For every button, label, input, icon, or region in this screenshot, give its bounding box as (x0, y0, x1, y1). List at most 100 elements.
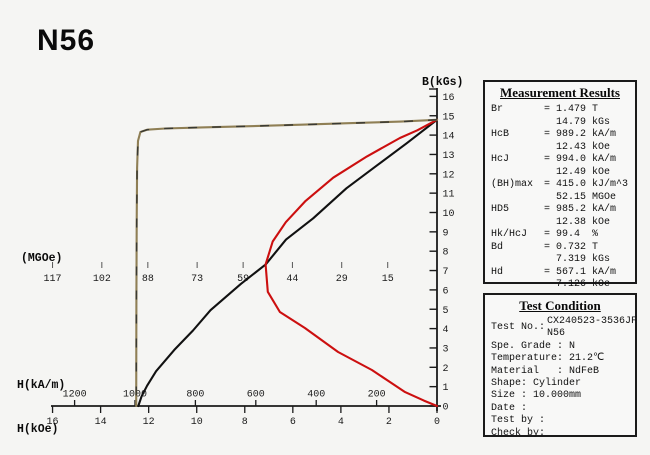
measurement-results-title: Measurement Results (500, 85, 620, 100)
measurement-value-secondary: 12.43 kOe (556, 141, 611, 153)
h-kam-tick-label: 200 (368, 390, 386, 401)
h-koe-tick-label: 16 (47, 417, 59, 428)
intrinsic-curve-dark-overlay (135, 119, 438, 407)
b-axis-tick-label: 10 (443, 209, 455, 220)
measurement-value-primary: = 989.2 kA/m (544, 129, 617, 140)
h-koe-axis-caption: H(kOe) (17, 423, 58, 436)
measurement-param-name: Br (491, 104, 504, 115)
h-koe-tick-label: 2 (386, 417, 392, 428)
h-kam-tick-label: 400 (307, 390, 325, 401)
measurement-param-values: = 0.732 T 7.319 kGs (544, 242, 631, 267)
measurement-results-rows: Br = 1.479 T 14.79 kGs HcB = 989.2 kA/m 12.43… (485, 103, 635, 292)
mgoe-axis-caption: (MGOe) (21, 252, 62, 265)
mgoe-tick-label: 73 (191, 274, 203, 285)
b-axis-tick-label: 8 (443, 248, 449, 259)
test-no-value: CX240523-3536JF N56 (547, 316, 637, 341)
b-axis-tick-label: 16 (443, 93, 455, 104)
test-condition-row: Shape: Cylinder (491, 378, 582, 390)
test-condition-row: Spe. Grade : N (491, 340, 576, 352)
measurement-param-values: = 985.2 kA/m 12.38 kOe (544, 204, 631, 229)
h-kam-tick-label: 1000 (123, 390, 147, 401)
b-axis-tick-label: 13 (443, 151, 455, 162)
mgoe-tick-label: 102 (93, 274, 111, 285)
b-axis-tick-label: 9 (443, 228, 449, 239)
b-axis-tick-label: 3 (443, 344, 449, 355)
mgoe-tick-label: 44 (286, 274, 298, 285)
measurement-row: HcJ = 994.0 kA/m 12.49 kOe (491, 154, 631, 179)
test-no-value-line: N56 (547, 328, 566, 340)
h-kam-tick-label: 800 (186, 390, 204, 401)
h-kam-tick-label: 600 (247, 390, 265, 401)
measurement-value-secondary: 7.319 kGs (556, 254, 611, 265)
b-axis-tick-label: 2 (443, 364, 449, 375)
measurement-param-name: HcJ (491, 154, 510, 165)
measurement-param-values: = 1.479 T 14.79 kGs (544, 104, 631, 129)
h-koe-tick-label: 0 (434, 417, 440, 428)
h-koe-tick-label: 6 (290, 417, 296, 428)
measurement-param-name: Hd (491, 266, 504, 278)
test-no-row: Test No.: CX240523-3536JF N56 (491, 316, 637, 341)
measurement-row: Bd = 0.732 T 7.319 kGs (491, 242, 631, 267)
test-condition-row: Material : NdFeB (491, 365, 600, 377)
mgoe-tick-label: 29 (336, 274, 348, 285)
measurement-value-secondary: 14.79 kGs (556, 116, 611, 128)
b-axis-caption: B(kGs) (422, 76, 463, 89)
intrinsic-demagnetization-curve-J-H (135, 118, 439, 408)
measurement-row: HcB = 989.2 kA/m 12.43 kOe (491, 129, 631, 154)
test-condition-title: Test Condition (519, 298, 601, 313)
test-condition-row: Date : (491, 402, 528, 414)
b-axis-tick-label: 4 (443, 325, 449, 336)
b-axis-tick-label: 6 (443, 286, 449, 297)
measurement-value-primary: = 994.0 kA/m (544, 154, 617, 165)
test-no-label: Test No.: (491, 322, 546, 334)
measurement-param-values: = 99.4 % (544, 229, 631, 242)
h-kam-axis-caption: H(kA/m) (17, 379, 65, 392)
mgoe-tick-label: 59 (237, 274, 249, 285)
h-koe-tick-label: 14 (95, 417, 107, 428)
page-title: N56 (37, 24, 96, 57)
h-kam-tick-label: 1200 (63, 390, 87, 401)
measurement-value-primary: = 1.479 T (544, 104, 599, 115)
h-koe-tick-label: 12 (143, 417, 155, 428)
measurement-value-primary: = 0.732 T (544, 241, 599, 253)
b-axis-tick-label: 7 (443, 267, 449, 278)
energy-product-curve-BH (264, 118, 439, 408)
b-axis-tick-label: 12 (443, 170, 455, 181)
measurement-param-name: HcB (491, 129, 510, 140)
measurement-row: Hk/HcJ = 99.4 % (491, 229, 631, 242)
measurement-param-values: = 567.1 kA/m 7.126 kOe (544, 267, 631, 292)
measurement-value-secondary: 7.126 kOe (556, 279, 611, 290)
measurement-param-name: HD5 (491, 204, 510, 215)
measurement-param-name: (BH)max (491, 179, 534, 190)
mgoe-tick-label: 88 (142, 274, 154, 285)
measurement-value-primary: = 567.1 kA/m (544, 266, 617, 278)
mgoe-tick-label: 15 (382, 274, 394, 285)
measurement-value-secondary: 12.38 kOe (556, 216, 611, 228)
b-axis-tick-label: 15 (443, 112, 455, 123)
measurement-param-values: = 415.0 kJ/m^3 52.15 MGOe (544, 179, 631, 204)
b-axis-tick-label: 5 (443, 306, 449, 317)
measurement-value-primary: = 99.4 % (544, 229, 599, 240)
measurement-param-name: Hk/HcJ (491, 229, 528, 240)
test-condition-row: Check by: (491, 427, 546, 439)
h-koe-tick-label: 10 (191, 417, 203, 428)
measurement-value-secondary: 52.15 MGOe (556, 191, 617, 203)
test-condition-row: Test by : (491, 415, 546, 427)
measurement-param-values: = 994.0 kA/m 12.49 kOe (544, 154, 631, 179)
b-axis-tick-label: 0 (443, 403, 449, 414)
test-no-value-line: CX240523-3536JF (547, 316, 638, 327)
b-axis-tick-label: 1 (443, 383, 449, 394)
b-axis-tick-label: 14 (443, 132, 455, 143)
mgoe-tick-label: 117 (44, 274, 62, 285)
test-condition-rows: Test No.: CX240523-3536JF N56 Spe. Grade : … (485, 316, 637, 440)
measurement-value-secondary: 12.49 kOe (556, 166, 611, 178)
test-condition-row: Temperature: 21.2℃ (491, 353, 605, 365)
measurement-value-primary: = 985.2 kA/m (544, 204, 617, 215)
test-condition-panel: Test Condition Test No.: CX240523-3536JF N… (483, 293, 637, 440)
h-koe-tick-label: 8 (242, 417, 248, 428)
measurement-results-panel: Measurement Results Br = 1.479 T 14.79 kGs… (483, 80, 637, 290)
normal-demagnetization-curve-B-H (137, 118, 439, 408)
measurement-row: Br = 1.479 T 14.79 kGs (491, 104, 631, 129)
h-koe-tick-label: 4 (338, 417, 344, 428)
